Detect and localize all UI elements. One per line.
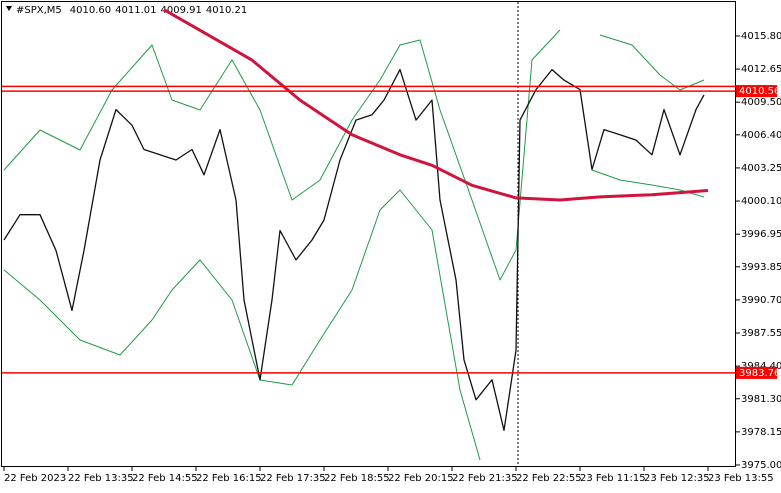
- x-tick-label: 22 Feb 14:55: [132, 473, 198, 484]
- y-tick-label: 3987.55: [741, 328, 781, 339]
- x-tick-label: 22 Feb 13:35: [68, 473, 134, 484]
- header-icon: [6, 6, 12, 11]
- ohlc-value: 4009.91: [161, 5, 202, 16]
- x-tick-label: 22 Feb 17:35: [260, 473, 326, 484]
- ohlc-value: 4010.60: [70, 5, 111, 16]
- header: #SPX,M5: [16, 5, 62, 16]
- x-tick-label: 22 Feb 2023: [4, 473, 66, 484]
- plot-frame: [1, 1, 736, 467]
- x-tick-label: 22 Feb 22:55: [516, 473, 582, 484]
- y-tick-label: 3978.15: [741, 427, 781, 438]
- level-tag: [736, 85, 777, 98]
- x-tick-label: 23 Feb 13:55: [708, 473, 774, 484]
- series-line: [163, 8, 709, 202]
- x-tick-label: 23 Feb 11:15: [580, 473, 646, 484]
- y-tick-label: 3993.85: [741, 262, 781, 273]
- series-line: [3, 68, 705, 431]
- symbol: #SPX,M5: [16, 5, 62, 16]
- y-tick-label: 3984.40: [741, 361, 781, 372]
- ohlc-value: 4011.01: [115, 5, 156, 16]
- y-tick-label: 4003.25: [741, 163, 781, 174]
- level-label: 3983.76: [739, 368, 780, 379]
- level-label: 4010.56: [739, 86, 780, 97]
- y-tick-label: 4009.50: [741, 97, 781, 108]
- y-tick-label: 4012.65: [741, 64, 781, 75]
- x-tick-label: 22 Feb 20:15: [388, 473, 454, 484]
- x-tick-label: 22 Feb 16:15: [196, 473, 262, 484]
- x-tick-label: 22 Feb 18:55: [324, 473, 390, 484]
- x-tick-label: 23 Feb 12:35: [644, 473, 710, 484]
- y-tick-label: 4000.10: [741, 196, 781, 207]
- y-tick-label: 3975.00: [741, 460, 781, 471]
- y-tick-label: 3990.70: [741, 295, 781, 306]
- y-tick-label: 4015.80: [741, 31, 781, 42]
- y-tick-label: 4006.40: [741, 130, 781, 141]
- y-tick-label: 3981.30: [741, 394, 781, 405]
- x-tick-label: 22 Feb 21:35: [452, 473, 518, 484]
- ohlc-value: 4010.21: [206, 5, 247, 16]
- level-tag: [736, 366, 777, 379]
- y-tick-label: 3996.95: [741, 229, 781, 240]
